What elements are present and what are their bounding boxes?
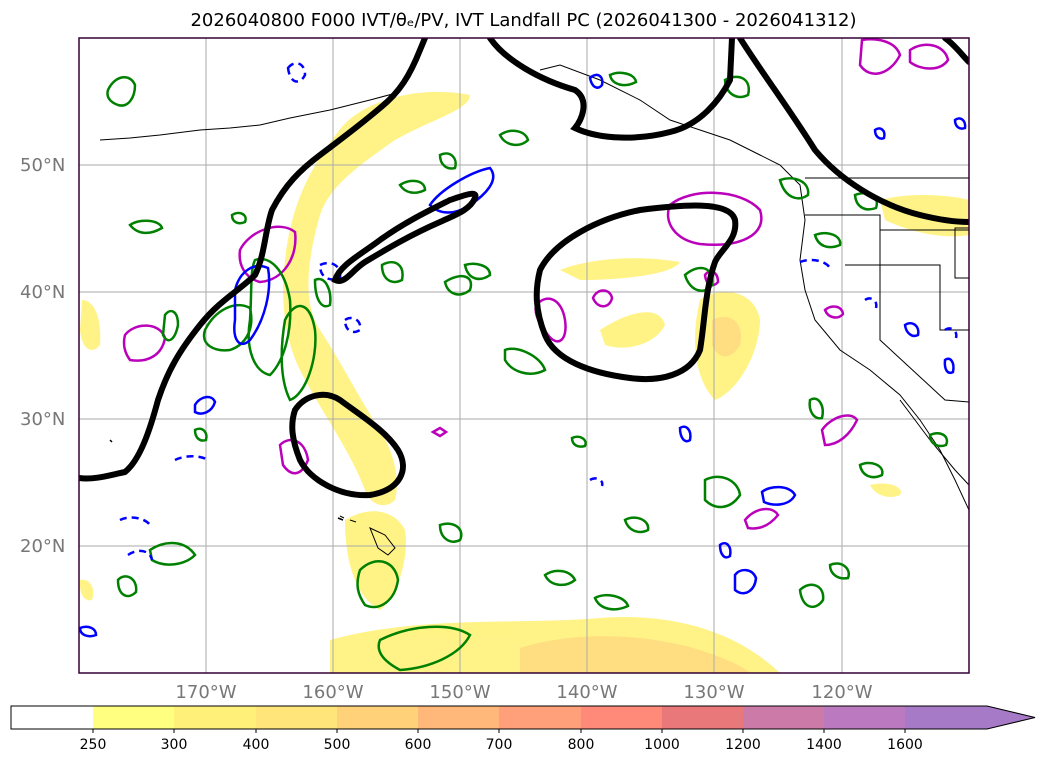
colorbar-bin-6 — [499, 706, 581, 729]
colorbar-label: 1400 — [806, 737, 842, 753]
chart-title: 2026040800 F000 IVT/θₑ/PV, IVT Landfall … — [190, 10, 857, 31]
gridlines — [79, 38, 969, 673]
colorbar — [10, 705, 1036, 733]
colorbar-outline — [10, 705, 1036, 730]
colorbar-bin-4 — [337, 706, 418, 729]
small-black-marks — [109, 439, 344, 521]
lon-label-150w: 150°W — [429, 682, 491, 703]
coastlines — [99, 64, 969, 556]
blue-dashed-contours — [119, 62, 958, 561]
lon-label-160w: 160°W — [302, 682, 364, 703]
colorbar-label: 500 — [323, 737, 351, 753]
colorbar-label: 700 — [485, 737, 513, 753]
colorbar-bin-11 — [905, 706, 1035, 729]
blue-contours — [79, 73, 967, 638]
colorbar-bin-10 — [824, 706, 905, 729]
colorbar-bin-2 — [174, 706, 256, 729]
colorbar-bin-1 — [93, 706, 174, 729]
colorbar-label: 1000 — [644, 737, 680, 753]
colorbar-bin-0 — [11, 706, 93, 729]
lat-label-40n: 40°N — [20, 282, 66, 303]
lat-label-20n: 20°N — [20, 536, 66, 557]
colorbar-bin-7 — [581, 706, 662, 729]
lon-label-170w: 170°W — [175, 682, 237, 703]
green-contours — [106, 71, 949, 672]
colorbar-label: 400 — [242, 737, 270, 753]
ivt-shading-strong — [520, 317, 750, 673]
colorbar-label: 300 — [160, 737, 188, 753]
colorbar-bin-3 — [256, 706, 337, 729]
colorbar-label: 1600 — [887, 737, 923, 753]
lon-label-130w: 130°W — [683, 682, 745, 703]
colorbar-bin-8 — [662, 706, 743, 729]
colorbar-label: 600 — [404, 737, 432, 753]
lat-label-50n: 50°N — [20, 155, 66, 176]
lat-label-30n: 30°N — [20, 409, 66, 430]
colorbar-label: 250 — [79, 737, 107, 753]
black-contours — [79, 38, 969, 499]
lon-label-140w: 140°W — [556, 682, 618, 703]
colorbar-label: 800 — [567, 737, 595, 753]
colorbar-bin-9 — [743, 706, 824, 729]
lon-label-120w: 120°W — [811, 682, 873, 703]
colorbar-bin-5 — [418, 706, 499, 729]
colorbar-label: 1200 — [725, 737, 761, 753]
map-frame — [78, 37, 970, 674]
